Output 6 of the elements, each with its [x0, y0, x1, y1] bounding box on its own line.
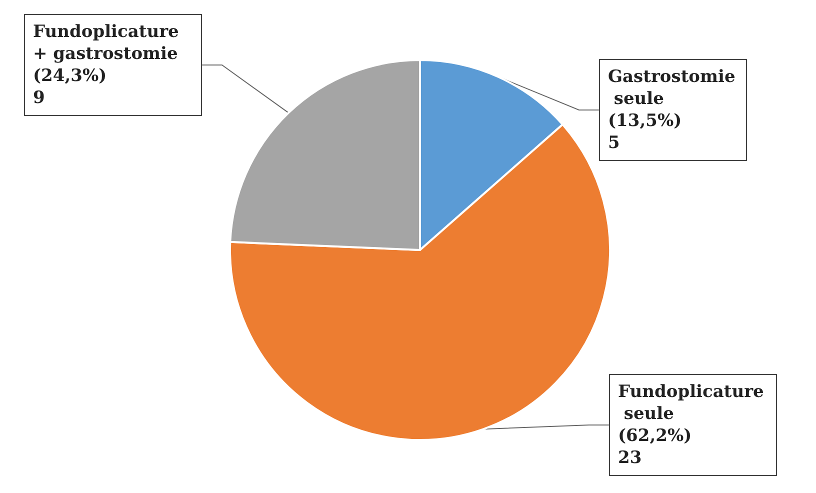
slice-label: Fundoplicature seule — [618, 382, 764, 424]
data-label: (24,3%) 9 — [33, 66, 107, 108]
slice-label: Fundoplicature + gastrostomie — [33, 22, 185, 64]
data-label: (13,5%) 5 — [608, 111, 682, 153]
slice-label: Gastrostomie seule — [608, 67, 736, 109]
data-label: (62,2%) 23 — [618, 426, 692, 468]
